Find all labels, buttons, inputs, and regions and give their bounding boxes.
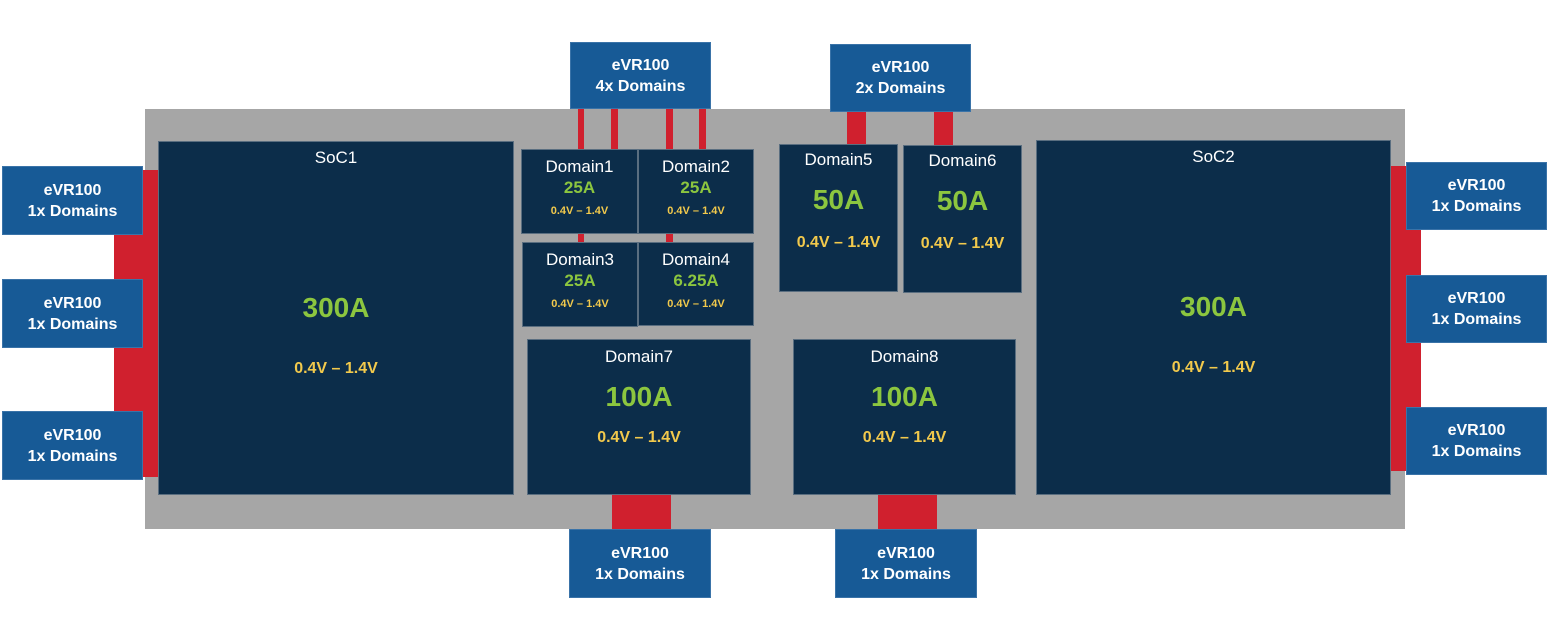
regulator-domains: 1x Domains: [595, 565, 685, 583]
regulator-domains: 1x Domains: [861, 565, 951, 583]
block-name: Domain7: [604, 347, 674, 366]
connector-d6: [934, 112, 953, 145]
block-voltage: 0.4V – 1.4V: [667, 298, 725, 310]
regulator-domains: 1x Domains: [27, 315, 118, 333]
block-voltage: 0.4V – 1.4V: [1171, 359, 1256, 376]
regulator-bottom-2: eVR100 1x Domains: [835, 529, 977, 598]
domain6-block: Domain6 50A 0.4V – 1.4V: [903, 145, 1022, 293]
regulator-title: eVR100: [611, 56, 670, 74]
domain2-block: Domain2 25A 0.4V – 1.4V: [638, 149, 754, 234]
connector-d7: [612, 494, 671, 530]
block-voltage: 0.4V – 1.4V: [667, 205, 725, 217]
connector-d8: [878, 494, 937, 530]
domain3-block: Domain3 25A 0.4V – 1.4V: [522, 242, 638, 327]
block-name: Domain1: [545, 157, 614, 176]
domain5-block: Domain5 50A 0.4V – 1.4V: [779, 144, 898, 292]
block-current: 6.25A: [673, 271, 719, 290]
regulator-title: eVR100: [1447, 422, 1506, 439]
regulator-domains: 1x Domains: [1431, 311, 1522, 328]
regulator-title: eVR100: [871, 59, 930, 76]
regulator-domains: 4x Domains: [595, 77, 686, 95]
block-current: 100A: [605, 381, 673, 412]
block-voltage: 0.4V – 1.4V: [550, 205, 609, 217]
regulator-domains: 1x Domains: [27, 202, 118, 220]
regulator-left-2: eVR100 1x Domains: [2, 279, 143, 348]
connector-d1-b: [611, 109, 618, 149]
block-name: Domain4: [661, 250, 731, 269]
regulator-left-3: eVR100 1x Domains: [2, 411, 143, 480]
block-current: 50A: [936, 185, 989, 216]
domain7-block: Domain7 100A 0.4V – 1.4V: [527, 339, 751, 495]
block-current: 25A: [563, 178, 596, 197]
connector-d5: [847, 112, 866, 145]
domain8-block: Domain8 100A 0.4V – 1.4V: [793, 339, 1016, 495]
regulator-top-4x: eVR100 4x Domains: [570, 42, 711, 109]
regulator-left-1: eVR100 1x Domains: [2, 166, 143, 235]
block-name: Domain6: [928, 151, 997, 170]
regulator-title: eVR100: [43, 294, 102, 312]
regulator-title: eVR100: [1447, 177, 1506, 194]
regulator-right-1: eVR100 1x Domains: [1406, 162, 1547, 230]
soc2-block: SoC2 300A 0.4V – 1.4V: [1036, 140, 1391, 495]
regulator-right-2: eVR100 1x Domains: [1406, 275, 1547, 343]
block-voltage: 0.4V – 1.4V: [862, 429, 947, 446]
block-voltage: 0.4V – 1.4V: [796, 234, 881, 251]
block-voltage: 0.4V – 1.4V: [597, 429, 681, 446]
block-name: SoC2: [1192, 147, 1235, 166]
domain4-block: Domain4 6.25A 0.4V – 1.4V: [638, 242, 754, 326]
regulator-title: eVR100: [43, 426, 102, 444]
regulator-title: eVR100: [1447, 290, 1506, 307]
block-current: 25A: [680, 178, 712, 197]
block-current: 50A: [812, 184, 865, 215]
block-current: 300A: [302, 292, 370, 323]
block-current: 300A: [1180, 291, 1247, 322]
block-name: Domain3: [545, 250, 615, 269]
block-voltage: 0.4V – 1.4V: [294, 360, 378, 377]
connector-d2-b: [699, 109, 706, 149]
domain1-block: Domain1 25A 0.4V – 1.4V: [521, 149, 638, 234]
block-name: SoC1: [314, 148, 358, 167]
block-voltage: 0.4V – 1.4V: [920, 235, 1005, 252]
block-name: Domain8: [870, 347, 939, 366]
soc1-block: SoC1 300A 0.4V – 1.4V: [158, 141, 514, 495]
regulator-domains: 1x Domains: [27, 447, 118, 465]
regulator-top-2x: eVR100 2x Domains: [830, 44, 971, 112]
block-name: Domain2: [661, 157, 731, 176]
block-current: 100A: [871, 381, 938, 412]
regulator-title: eVR100: [43, 181, 102, 199]
block-current: 25A: [564, 271, 596, 290]
regulator-bottom-1: eVR100 1x Domains: [569, 529, 711, 598]
regulator-right-3: eVR100 1x Domains: [1406, 407, 1547, 475]
block-voltage: 0.4V – 1.4V: [551, 298, 609, 310]
regulator-domains: 1x Domains: [1431, 198, 1522, 215]
regulator-title: eVR100: [877, 544, 935, 562]
regulator-domains: 1x Domains: [1431, 443, 1522, 460]
regulator-domains: 2x Domains: [855, 80, 946, 97]
regulator-title: eVR100: [611, 544, 669, 562]
block-name: Domain5: [804, 150, 873, 169]
